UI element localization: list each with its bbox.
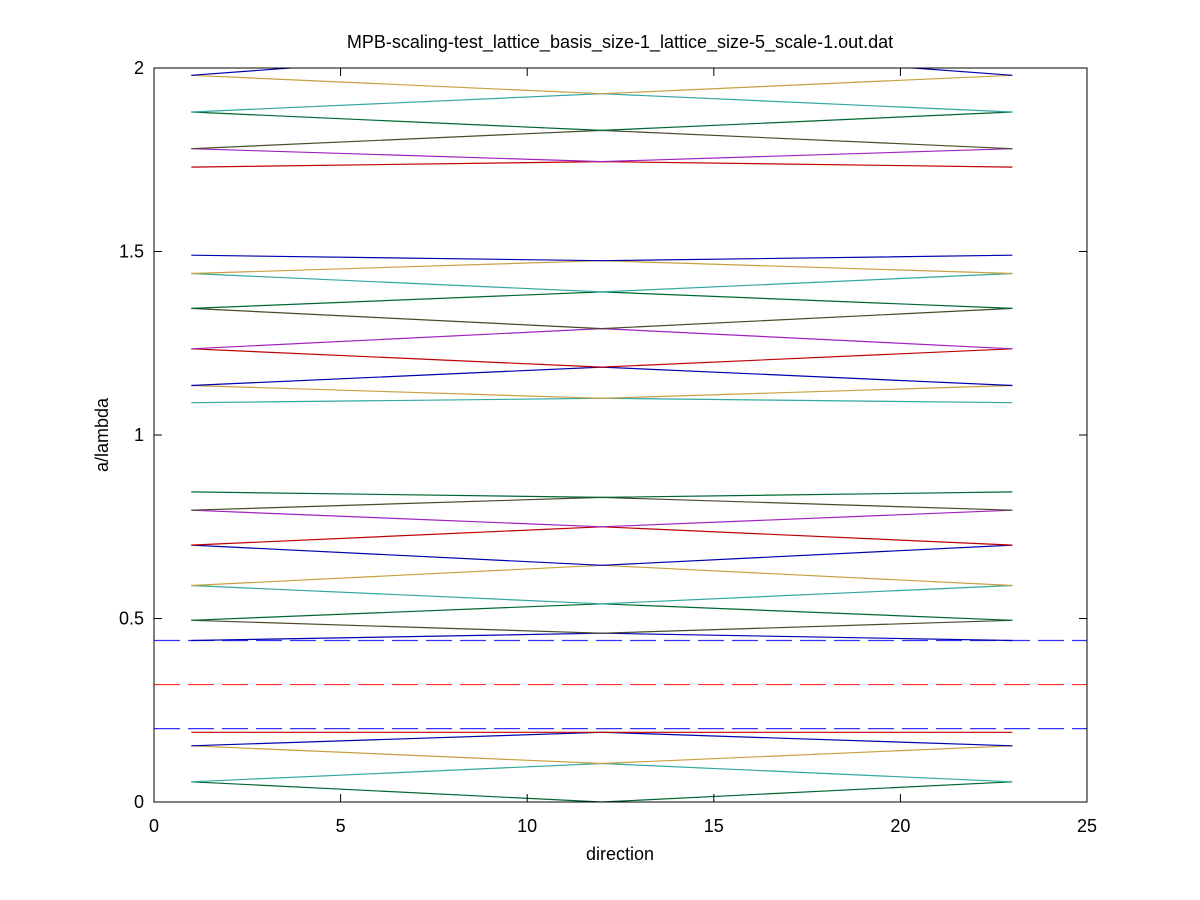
band-line-3	[191, 745, 1013, 765]
y-tick-label: 2	[134, 58, 144, 78]
y-axis-title: a/lambda	[92, 397, 112, 472]
band-line-27	[191, 148, 1013, 163]
band-line-25	[191, 254, 1013, 262]
band-line-18	[191, 366, 1013, 387]
band-line-30	[191, 93, 1013, 113]
band-line-19	[191, 348, 1013, 368]
chart-title: MPB-scaling-test_lattice_basis_size-1_la…	[347, 32, 893, 53]
band-line-11	[191, 544, 1013, 566]
x-tick-label: 15	[704, 816, 724, 836]
band-line-16	[191, 397, 1013, 404]
band-line-24	[191, 260, 1013, 275]
band-line-29	[191, 111, 1013, 132]
band-line-14	[191, 496, 1013, 511]
x-axis-title: direction	[586, 844, 654, 864]
band-line-21	[191, 307, 1013, 330]
band-line-top	[191, 68, 1013, 76]
band-line-12	[191, 526, 1013, 546]
band-line-17	[191, 384, 1013, 399]
y-tick-label: 0.5	[119, 609, 144, 629]
band-line-26	[191, 160, 1013, 168]
plot-area	[154, 68, 1087, 802]
x-tick-label: 0	[149, 816, 159, 836]
band-line-31	[191, 74, 1013, 95]
x-tick-label: 25	[1077, 816, 1097, 836]
band-line-13	[191, 509, 1013, 528]
x-tick-label: 20	[890, 816, 910, 836]
plot-frame	[153, 67, 1088, 803]
band-line-9	[191, 584, 1013, 605]
x-tick-label: 5	[336, 816, 346, 836]
band-line-2	[191, 762, 1013, 783]
y-tick-label: 1.5	[119, 242, 144, 262]
band-line-28	[191, 129, 1013, 150]
band-line-6	[191, 632, 1013, 642]
axis-ticks: 0 5 10 15 20 25 0 0.5 1 1.5 2	[119, 58, 1097, 836]
band-line-1	[191, 781, 1013, 802]
band-line-4	[191, 731, 1013, 747]
x-tick-label: 10	[517, 816, 537, 836]
band-line-23	[191, 272, 1013, 293]
band-line-22	[191, 291, 1013, 309]
y-tick-label: 0	[134, 792, 144, 812]
band-line-15	[191, 491, 1013, 499]
band-line-7	[191, 619, 1013, 634]
band-line-20	[191, 327, 1013, 350]
y-tick-label: 1	[134, 425, 144, 445]
band-line-10	[191, 564, 1013, 587]
band-line-8	[191, 603, 1013, 621]
